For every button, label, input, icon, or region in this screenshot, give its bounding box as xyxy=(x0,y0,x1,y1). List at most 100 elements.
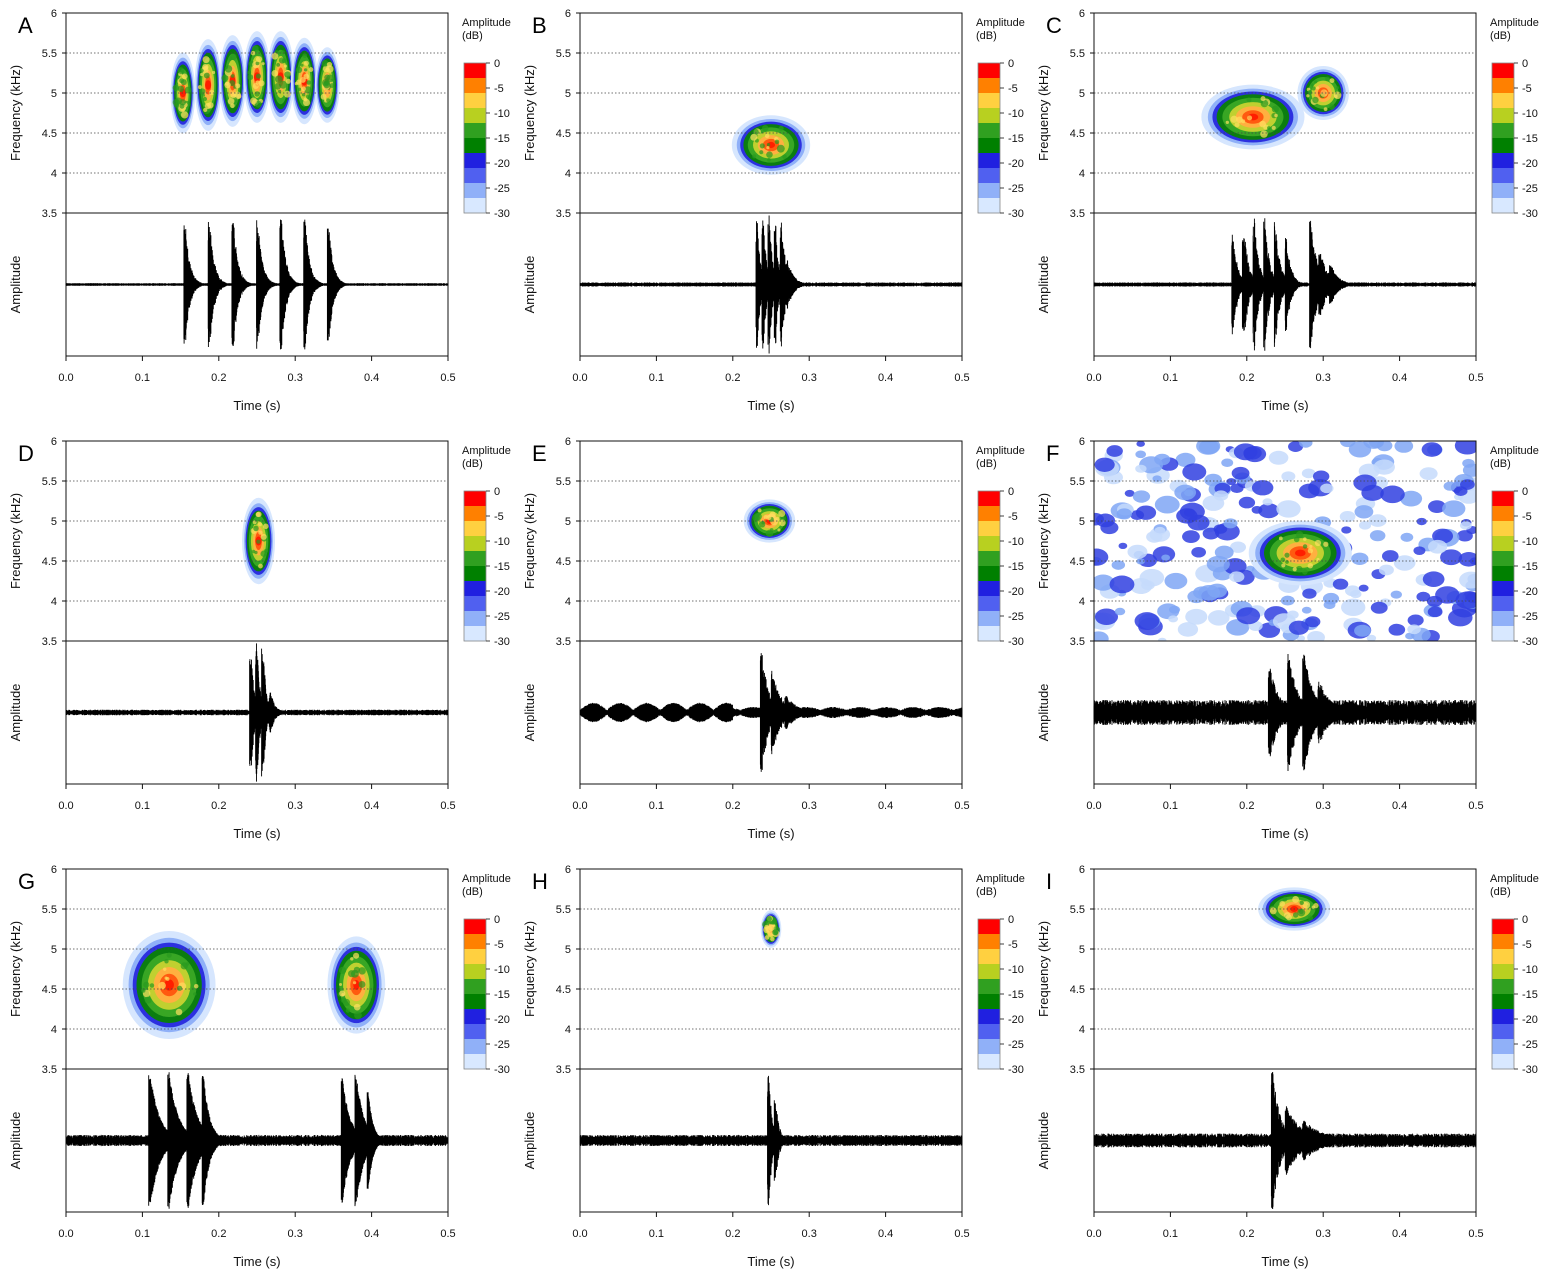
colorbar-band xyxy=(978,606,1000,612)
colorbar-band xyxy=(1492,118,1514,124)
colorbar-band xyxy=(1492,631,1514,637)
blob-speckle xyxy=(1230,115,1238,123)
x-tick-label: 0.4 xyxy=(1392,800,1407,812)
y-tick-label: 4 xyxy=(565,1024,571,1036)
colorbar-band xyxy=(464,133,486,139)
colorbar-band xyxy=(1492,178,1514,184)
blob-layer xyxy=(164,979,174,991)
noise-speckle xyxy=(1416,517,1427,526)
colorbar-band xyxy=(464,959,486,965)
colorbar-band xyxy=(1492,919,1514,925)
colorbar-band xyxy=(978,1054,1000,1060)
blob-speckle xyxy=(275,75,283,84)
colorbar-title: Amplitude xyxy=(976,873,1025,885)
blob-speckle xyxy=(304,86,312,94)
noise-speckle xyxy=(1299,441,1313,448)
colorbar-tick-label: -15 xyxy=(1008,561,1024,573)
colorbar-band xyxy=(978,979,1000,985)
blob-speckle xyxy=(163,967,167,971)
noise-speckle xyxy=(1124,489,1135,497)
noise-speckle xyxy=(1114,607,1126,616)
colorbar-band xyxy=(464,153,486,159)
colorbar-band xyxy=(464,611,486,617)
colorbar-band xyxy=(1492,138,1514,144)
y-axis-label: Amplitude xyxy=(522,684,537,742)
spectrogram xyxy=(1201,66,1349,150)
colorbar-band xyxy=(464,1059,486,1065)
colorbar-band xyxy=(464,551,486,557)
colorbar-band xyxy=(978,193,1000,199)
colorbar-band xyxy=(1492,1019,1514,1025)
colorbar-tick-label: -30 xyxy=(1522,1064,1538,1076)
x-tick-label: 0.5 xyxy=(440,800,455,812)
noise-speckle xyxy=(1459,571,1476,589)
colorbar-band xyxy=(464,561,486,567)
spectral-blob xyxy=(1201,84,1305,150)
colorbar-tick-label: 0 xyxy=(1008,914,1014,926)
noise-speckle xyxy=(1268,450,1289,465)
noise-speckle xyxy=(1366,634,1377,641)
noise-speckle xyxy=(1302,588,1317,599)
spectral-blob xyxy=(290,37,318,125)
colorbar-band xyxy=(978,944,1000,950)
colorbar-band xyxy=(978,148,1000,154)
colorbar-band xyxy=(464,183,486,189)
noise-speckle xyxy=(1127,544,1148,559)
noise-speckle xyxy=(1443,481,1457,491)
noise-speckle xyxy=(1413,546,1426,555)
y-tick-label: 4 xyxy=(51,168,57,180)
noise-speckle xyxy=(1230,541,1246,553)
colorbar-title: Amplitude xyxy=(1490,445,1539,457)
blob-speckle xyxy=(1315,86,1320,90)
noise-speckle xyxy=(1442,500,1466,518)
noise-speckle xyxy=(1276,500,1301,518)
y-tick-label: 4.5 xyxy=(42,128,57,140)
y-axis-label: Amplitude xyxy=(8,256,23,314)
spectral-blob xyxy=(122,931,216,1039)
colorbar-band xyxy=(1492,636,1514,642)
colorbar-tick-label: -5 xyxy=(494,83,504,95)
blob-speckle xyxy=(284,71,291,78)
colorbar-band xyxy=(1492,63,1514,69)
x-tick-label: 0.1 xyxy=(1163,800,1178,812)
colorbar-tick-label: -5 xyxy=(1008,511,1018,523)
y-axis-label: Frequency (kHz) xyxy=(522,493,537,589)
x-tick-label: 0.0 xyxy=(1086,800,1101,812)
y-tick-label: 6 xyxy=(565,864,571,876)
y-tick-label: 5 xyxy=(51,516,57,528)
colorbar-band xyxy=(1492,123,1514,129)
x-tick-label: 0.1 xyxy=(135,1228,150,1240)
colorbar-band xyxy=(978,163,1000,169)
colorbar-band xyxy=(978,516,1000,522)
noise-speckle xyxy=(1136,441,1145,447)
colorbar-tick-label: -30 xyxy=(494,208,510,220)
colorbar-band xyxy=(978,88,1000,94)
colorbar-tick-label: -30 xyxy=(1522,208,1538,220)
colorbar: 0 -5 -10 -15 -20 -25 -30 Amplitude(dB) xyxy=(462,17,511,220)
blob-speckle xyxy=(301,86,306,92)
y-tick-label: 6 xyxy=(565,436,571,448)
colorbar-band xyxy=(464,501,486,507)
x-axis-label: Time (s) xyxy=(747,1254,794,1269)
x-tick-label: 0.4 xyxy=(1392,372,1407,384)
blob-speckle xyxy=(303,68,308,72)
noise-speckle xyxy=(1168,615,1179,623)
colorbar-band xyxy=(1492,1009,1514,1015)
noise-speckle xyxy=(1223,518,1238,529)
colorbar-band xyxy=(1492,1039,1514,1045)
colorbar-tick-label: -30 xyxy=(1008,636,1024,648)
noise-speckle xyxy=(1339,510,1356,523)
colorbar-band xyxy=(1492,611,1514,617)
colorbar-tick-label: -15 xyxy=(494,989,510,1001)
colorbar-band xyxy=(1492,83,1514,89)
x-axis-label: Time (s) xyxy=(747,826,794,841)
colorbar-band xyxy=(464,601,486,607)
colorbar-band xyxy=(1492,989,1514,995)
y-tick-label: 4.5 xyxy=(556,984,571,996)
noise-speckle xyxy=(1157,637,1167,641)
colorbar-band xyxy=(464,934,486,940)
colorbar-band xyxy=(978,531,1000,537)
x-tick-label: 0.2 xyxy=(1239,372,1254,384)
y-axis-label: Amplitude xyxy=(8,684,23,742)
